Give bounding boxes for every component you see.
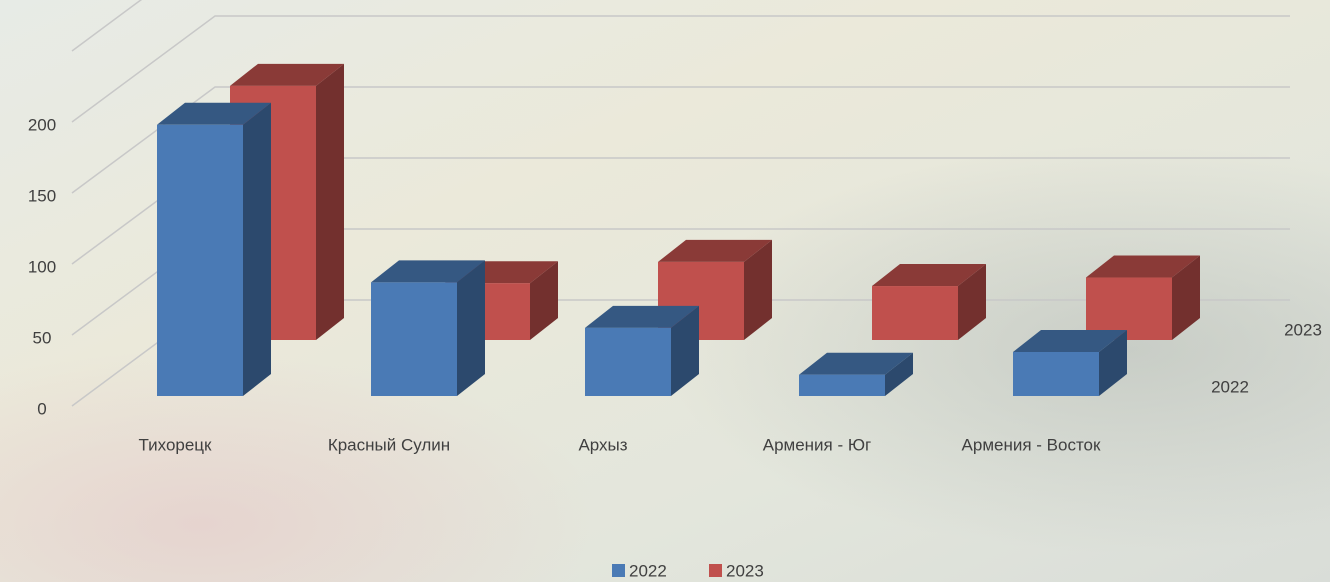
x-tick-label: Тихорецк <box>139 435 213 454</box>
bar-top <box>799 352 913 375</box>
bar-side <box>530 261 558 340</box>
bar <box>157 124 243 396</box>
y-tick-label: 200 <box>28 115 56 134</box>
depth-label: 2023 <box>1284 320 1322 339</box>
bar <box>585 327 671 396</box>
bar-side <box>744 239 772 340</box>
bar-top <box>230 63 344 86</box>
y-tick-label: 50 <box>33 328 52 347</box>
bar-top <box>1013 329 1127 352</box>
bar-side <box>958 264 986 340</box>
legend-label: 2023 <box>726 561 764 580</box>
legend-swatch <box>612 564 625 577</box>
depth-label: 2022 <box>1211 377 1249 396</box>
bar <box>371 282 457 396</box>
legend-swatch <box>709 564 722 577</box>
grid-line <box>71 0 143 52</box>
bar-side <box>243 102 271 396</box>
bar-side <box>457 260 485 396</box>
bar-side <box>1099 329 1127 396</box>
bar-top <box>585 305 699 328</box>
x-tick-label: Армения - Восток <box>962 435 1101 454</box>
bar <box>1013 351 1099 396</box>
grid-line <box>71 15 1290 123</box>
bar <box>799 374 885 396</box>
bar-top <box>872 264 986 287</box>
bar-top <box>658 239 772 262</box>
bar-side <box>1172 255 1200 340</box>
y-tick-label: 100 <box>28 257 56 276</box>
bar-top <box>371 260 485 283</box>
legend-label: 2022 <box>629 561 667 580</box>
bar-side <box>316 63 344 340</box>
labels: 0 50 100 150 200 Тихорецк Красный Сулин Архыз Ар… <box>28 115 1322 580</box>
bar <box>1086 277 1172 340</box>
x-tick-label: Архыз <box>578 435 627 454</box>
x-tick-label: Армения - Юг <box>763 435 872 454</box>
x-tick-label: Красный Сулин <box>328 435 450 454</box>
y-tick-label: 150 <box>28 186 56 205</box>
bar-top <box>1086 255 1200 278</box>
y-tick-label: 0 <box>37 399 46 418</box>
bar-top <box>157 102 271 125</box>
bar <box>872 286 958 340</box>
grid-line <box>71 86 1290 194</box>
bar-side <box>885 352 913 396</box>
bars <box>157 63 1200 396</box>
bar-side <box>671 305 699 396</box>
